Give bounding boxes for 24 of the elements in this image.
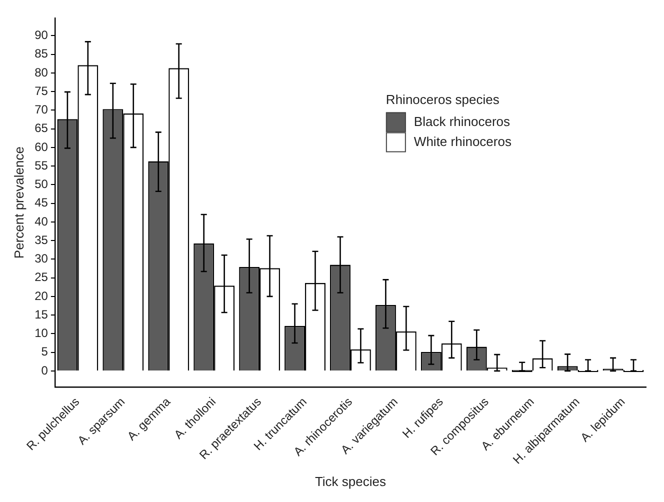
y-tick-label: 30	[34, 252, 48, 266]
y-tick-label: 50	[34, 177, 48, 192]
legend-title: Rhinoceros species	[386, 92, 500, 107]
y-tick-label: 85	[34, 46, 48, 61]
y-tick-label: 0	[41, 363, 48, 378]
y-tick-label: 45	[34, 196, 48, 210]
y-tick-label: 60	[34, 140, 48, 154]
y-tick-label: 40	[34, 214, 48, 228]
y-tick-label: 70	[34, 102, 48, 117]
y-tick-label: 55	[34, 158, 48, 172]
y-tick-label: 25	[34, 270, 48, 284]
y-tick-label: 5	[41, 344, 48, 359]
legend-label: White rhinoceros	[414, 134, 512, 149]
legend-label: Black rhinoceros	[414, 114, 511, 129]
y-tick-label: 90	[34, 28, 48, 42]
y-tick-label: 10	[34, 326, 48, 340]
y-tick-label: 80	[34, 65, 48, 80]
y-tick-label: 15	[34, 307, 48, 322]
y-tick-label: 20	[34, 288, 48, 303]
y-axis-title: Percent prevalence	[11, 146, 26, 259]
y-tick-label: 75	[34, 84, 48, 98]
y-tick-label: 65	[34, 121, 48, 136]
y-tick-label: 35	[34, 232, 48, 247]
x-axis-title: Tick species	[314, 474, 386, 489]
